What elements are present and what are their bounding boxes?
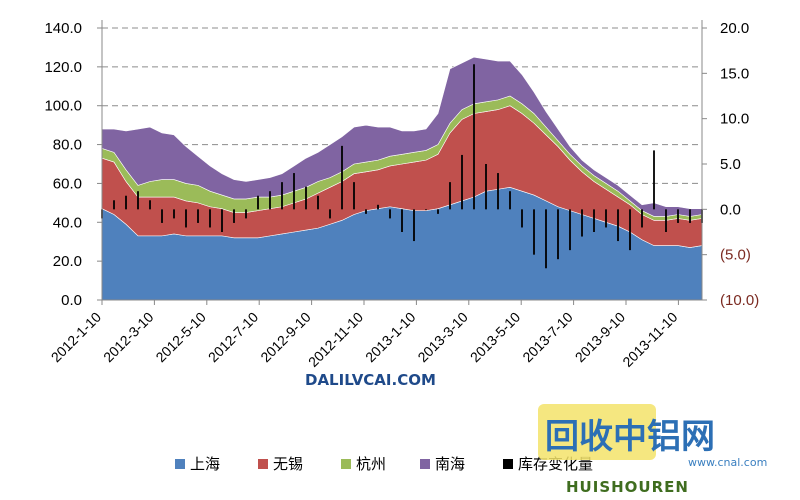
inventory-bar (689, 209, 691, 223)
inventory-bar (293, 173, 295, 210)
inventory-bar (257, 195, 259, 210)
inventory-bar (137, 191, 139, 210)
y-tick-label: 20.0 (53, 253, 82, 270)
legend-label: 无锡 (273, 455, 303, 473)
inventory-bar (413, 209, 415, 242)
inventory-bar (593, 209, 595, 232)
inventory-bar (521, 209, 523, 228)
legend-swatch (420, 459, 430, 469)
inventory-bar (545, 209, 547, 269)
inventory-bar (209, 209, 211, 228)
inventory-bar (449, 182, 451, 210)
inventory-bar (245, 209, 247, 219)
x-tick-label: 2013-7-10 (519, 309, 576, 366)
inventory-bar (305, 186, 307, 210)
legend-label: 上海 (190, 455, 220, 473)
inventory-bar (497, 173, 499, 210)
inventory-bar (377, 204, 379, 210)
inventory-bar (269, 191, 271, 210)
x-tick-label: 2012-11-10 (305, 309, 366, 370)
inventory-bar (425, 209, 427, 211)
left-axis-ticks: 0.0 20.0 40.0 60.0 80.0 100.0 120.0 140.0 (44, 20, 102, 309)
inventory-bar (365, 209, 367, 214)
watermark-huishouren: HUISHOUREN (566, 478, 689, 496)
inventory-bar (677, 209, 679, 223)
inventory-bar (617, 209, 619, 242)
legend-swatch (175, 459, 185, 469)
inventory-bar (221, 209, 223, 232)
inventory-bar (581, 209, 583, 237)
y2-tick-label: 20.0 (720, 20, 749, 37)
y-tick-label: 80.0 (53, 137, 82, 154)
inventory-bar (461, 154, 463, 210)
inventory-bar (173, 209, 175, 219)
y-tick-label: 140.0 (44, 20, 82, 37)
y2-tick-label: (5.0) (720, 247, 751, 264)
x-tick-label: 2012-9-10 (257, 309, 314, 366)
watermark-logo-badge (538, 404, 656, 460)
inventory-bar (197, 209, 199, 223)
inventory-bar (281, 182, 283, 210)
right-axis-ticks: (10.0) (5.0) 0.0 5.0 10.0 15.0 20.0 (702, 20, 759, 309)
inventory-bar (389, 209, 391, 219)
y-tick-label: 120.0 (44, 59, 82, 76)
inventory-change-bars (101, 64, 703, 269)
inventory-bar (473, 64, 475, 210)
inventory-bar (341, 145, 343, 210)
legend: 上海 无锡 杭州 南海 库存变化量 (175, 455, 593, 473)
x-tick-label: 2012-1-10 (48, 309, 105, 366)
inventory-bar (113, 200, 115, 210)
legend-swatch (258, 459, 268, 469)
watermark: DALILVCAI.COM 回收中铝网 www.cnal.com HUISHOU… (305, 371, 767, 496)
x-tick-label: 2012-3-10 (100, 309, 157, 366)
inventory-bar (185, 209, 187, 228)
y2-tick-label: 10.0 (720, 111, 749, 128)
x-tick-label: 2013-9-10 (572, 309, 629, 366)
inventory-bar (125, 195, 127, 210)
y2-tick-label: (10.0) (720, 292, 759, 309)
y-tick-label: 100.0 (44, 98, 82, 115)
y2-tick-label: 0.0 (720, 201, 741, 218)
legend-label: 南海 (435, 455, 465, 473)
inventory-bar (233, 209, 235, 223)
x-tick-label: 2013-1-10 (362, 309, 419, 366)
inventory-bar (401, 209, 403, 232)
x-tick-label: 2013-5-10 (467, 309, 524, 366)
y-tick-label: 40.0 (53, 214, 82, 231)
legend-label: 杭州 (356, 455, 386, 473)
inventory-bar (485, 164, 487, 210)
inventory-bar (557, 209, 559, 260)
watermark-cnal-cn: 回收中铝网 (545, 417, 715, 457)
x-tick-label: 2012-5-10 (152, 309, 209, 366)
stacked-areas (101, 56, 703, 301)
watermark-cnal-url: www.cnal.com (688, 456, 767, 469)
inventory-bar (533, 209, 535, 255)
x-tick-label: 2012-7-10 (205, 309, 262, 366)
y-tick-label: 0.0 (61, 292, 82, 309)
inventory-bar (605, 209, 607, 228)
x-tick-label: 2013-11-10 (619, 309, 680, 370)
inventory-bar (353, 182, 355, 210)
legend-swatch (341, 459, 351, 469)
watermark-site: DALILVCAI.COM (305, 371, 436, 389)
inventory-bar (329, 209, 331, 219)
legend-swatch (503, 459, 513, 469)
inventory-bar (437, 209, 439, 214)
inventory-bar (629, 209, 631, 251)
inventory-bar (509, 191, 511, 210)
inventory-bar (149, 200, 151, 210)
inventory-bar (653, 150, 655, 210)
inventory-bar (641, 209, 643, 228)
y2-tick-label: 5.0 (720, 156, 741, 173)
y2-tick-label: 15.0 (720, 65, 749, 82)
inventory-bar (161, 209, 163, 223)
x-axis-ticks: 2012-1-102012-3-102012-5-102012-7-102012… (48, 300, 681, 370)
x-tick-label: 2013-3-10 (414, 309, 471, 366)
inventory-bar (569, 209, 571, 251)
inventory-bar (665, 209, 667, 232)
inventory-bar (317, 195, 319, 210)
y-tick-label: 60.0 (53, 175, 82, 192)
